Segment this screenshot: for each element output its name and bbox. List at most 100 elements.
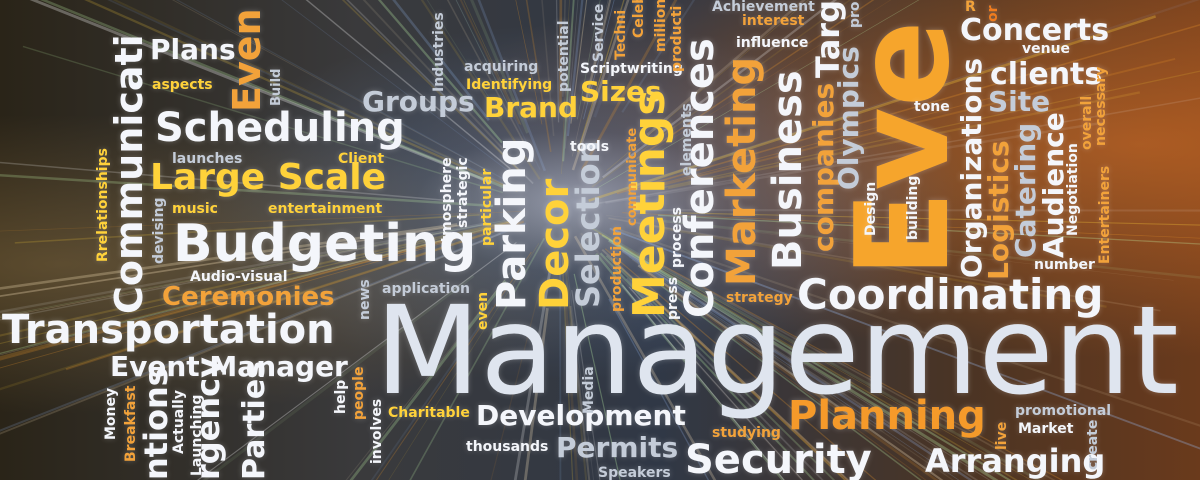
light-ray	[112, 0, 459, 164]
light-ray	[576, 0, 601, 120]
light-ray	[643, 223, 1107, 308]
light-ray	[377, 0, 503, 144]
word-production: production	[609, 226, 625, 312]
light-ray	[172, 0, 484, 169]
word-client: Client	[338, 151, 385, 167]
word-audience: Audience	[1037, 112, 1070, 258]
light-ray	[455, 0, 510, 109]
word-communicate: communicate	[625, 127, 640, 226]
light-ray	[596, 97, 1200, 205]
light-ray	[490, 292, 540, 480]
word-plans: Plans	[150, 33, 236, 66]
word-large-scale: Large Scale	[150, 157, 387, 198]
word-arranging: Arranging	[925, 442, 1106, 480]
word-scheduling: Scheduling	[155, 105, 405, 151]
light-ray	[22, 45, 504, 194]
light-ray	[628, 256, 960, 480]
light-ray	[605, 121, 1103, 204]
light-ray	[346, 0, 534, 185]
light-ray	[33, 235, 456, 345]
light-ray	[84, 0, 518, 193]
light-ray	[655, 261, 1064, 480]
word-scriptwriting: Scriptwriting	[580, 61, 683, 77]
word-music: music	[172, 201, 218, 217]
light-ray	[420, 0, 541, 180]
light-ray	[595, 252, 785, 480]
light-ray	[515, 0, 543, 125]
light-ray	[0, 220, 505, 317]
word-conferences: Conferences	[677, 38, 723, 318]
light-ray	[593, 0, 640, 118]
light-ray	[639, 285, 849, 480]
light-ray	[107, 0, 516, 190]
light-ray	[571, 0, 630, 171]
word-pro-top: pro	[847, 1, 863, 28]
word-number: number	[1034, 257, 1095, 273]
light-ray	[0, 239, 456, 369]
light-ray	[606, 215, 1174, 281]
light-ray	[608, 239, 999, 480]
word-create: create	[1085, 419, 1101, 470]
word-people: people	[351, 366, 367, 420]
light-ray	[583, 0, 615, 120]
word-site: Site	[988, 85, 1051, 118]
word-build: Build	[269, 68, 284, 106]
light-ray	[40, 0, 509, 190]
light-ray	[0, 222, 527, 432]
word-marketing: Marketing	[719, 56, 765, 286]
light-ray	[562, 0, 575, 162]
light-ray	[0, 222, 492, 321]
word-involves: involves	[369, 398, 385, 464]
light-ray	[577, 0, 625, 153]
light-ray	[0, 223, 458, 290]
light-ray	[609, 227, 1200, 450]
word-achievement: Achievement	[712, 0, 815, 15]
word-strategy: strategy	[726, 290, 793, 306]
word-technology: Techni	[613, 9, 629, 60]
light-ray	[0, 223, 466, 298]
word-parking: Parking	[489, 137, 535, 310]
word-particular: particular	[479, 168, 495, 246]
light-ray	[0, 174, 493, 208]
word-venue: venue	[1022, 41, 1071, 57]
light-ray	[601, 234, 1012, 480]
word-brand: Brand	[484, 91, 579, 124]
word-catering: Catering	[1009, 122, 1042, 258]
word-atmosphere: atmosphere	[439, 157, 455, 252]
light-ray	[564, 261, 588, 480]
light-ray	[281, 0, 508, 171]
word-negotiation: Negotiation	[1065, 143, 1081, 236]
light-ray	[561, 0, 566, 97]
word-overall: overall	[1079, 95, 1095, 150]
light-ray	[0, 220, 509, 337]
word-help: help	[333, 379, 349, 414]
light-ray	[65, 220, 525, 371]
word-live: live	[994, 421, 1010, 450]
light-ray	[621, 0, 696, 113]
word-tools: tools	[570, 139, 610, 155]
word-business: Business	[765, 70, 811, 270]
word-management: Management	[375, 280, 1179, 422]
light-ray	[571, 0, 609, 157]
word-process: process	[669, 206, 685, 268]
light-ray	[621, 284, 785, 480]
light-ray	[564, 0, 579, 149]
light-ray	[409, 238, 545, 480]
light-ray	[0, 228, 487, 355]
light-ray	[541, 0, 555, 137]
word-security: Security	[685, 437, 872, 480]
word-launching: Launching	[189, 394, 205, 476]
light-ray	[581, 0, 678, 171]
light-ray	[612, 242, 991, 480]
light-ray	[616, 24, 1200, 195]
light-ray	[608, 298, 710, 480]
light-ray	[0, 161, 450, 202]
word-celebration: Celebra	[631, 0, 647, 38]
light-ray	[637, 264, 944, 480]
light-ray	[659, 70, 1200, 189]
word-ord-top: or	[985, 5, 1001, 22]
light-ray	[349, 279, 507, 480]
light-ray	[513, 270, 552, 480]
light-ray	[667, 91, 1141, 190]
